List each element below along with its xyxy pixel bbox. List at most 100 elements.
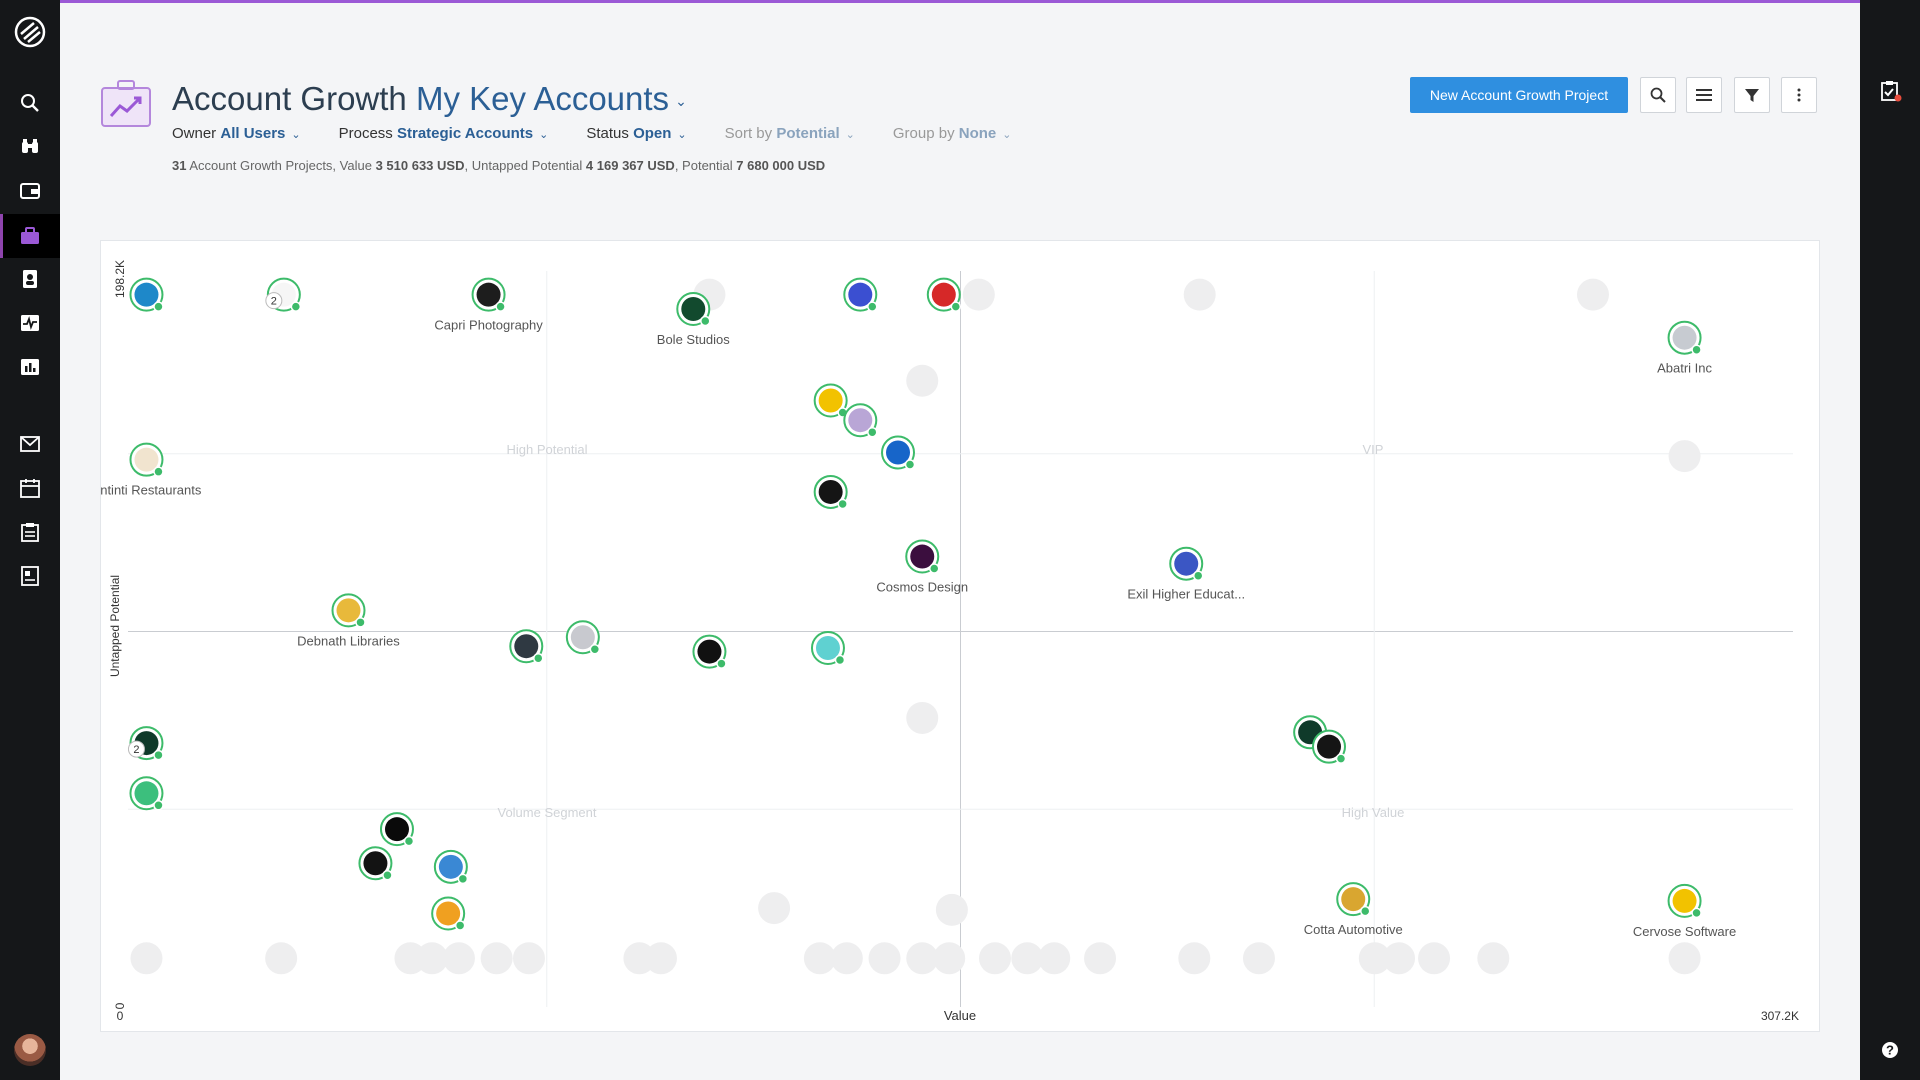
filter-label: Group by bbox=[892, 125, 955, 142]
status-dot bbox=[153, 301, 164, 312]
placeholder-point bbox=[978, 942, 1011, 975]
account-logo bbox=[134, 282, 159, 307]
search-icon[interactable] bbox=[18, 91, 42, 115]
account-point[interactable]: Capri Photography bbox=[434, 277, 543, 333]
account-points: 2 Capri Photography Bole Studios Abatri Inc… bbox=[92, 277, 1736, 939]
binoculars-icon[interactable] bbox=[18, 135, 42, 159]
placeholder-point bbox=[1038, 942, 1071, 975]
account-point[interactable] bbox=[813, 474, 848, 510]
account-label: Abatri Inc bbox=[1657, 361, 1712, 376]
x-axis-title: Value bbox=[944, 1008, 976, 1023]
account-point[interactable] bbox=[1311, 729, 1347, 764]
quadrant-label-high-potential: High Potential bbox=[507, 442, 588, 457]
account-point[interactable]: Cervose Software bbox=[1633, 883, 1736, 939]
account-point[interactable] bbox=[129, 776, 164, 811]
account-point[interactable] bbox=[843, 277, 878, 312]
quadrant-label-volume-segment: Volume Segment bbox=[497, 805, 596, 820]
scatter-chart: High Potential VIP Volume Segment High V… bbox=[92, 260, 1799, 1023]
status-dot bbox=[867, 301, 878, 312]
chevron-down-icon: ⌄ bbox=[677, 129, 687, 141]
logo-icon[interactable] bbox=[12, 14, 48, 50]
status-dot bbox=[533, 652, 544, 664]
account-point[interactable]: 2 bbox=[265, 277, 302, 312]
help-icon[interactable]: ? bbox=[1881, 1041, 1899, 1059]
filter-button[interactable] bbox=[1734, 77, 1770, 113]
placeholder-point bbox=[512, 942, 545, 975]
calendar-icon[interactable] bbox=[18, 476, 42, 500]
stack-count-badge bbox=[265, 292, 283, 310]
owner-filter[interactable]: Owner All Users ⌄ bbox=[172, 125, 301, 142]
status-dot bbox=[1691, 907, 1702, 919]
filter-label: Owner bbox=[172, 125, 217, 142]
status-dot bbox=[454, 920, 466, 931]
account-label: Cosmos Design bbox=[876, 580, 968, 595]
avatar[interactable] bbox=[14, 1034, 46, 1066]
tasks-icon[interactable] bbox=[18, 520, 42, 544]
summary-untapped: 4 169 367 USD bbox=[585, 158, 675, 173]
account-point[interactable]: Cosmos Design bbox=[876, 539, 968, 595]
account-logo bbox=[848, 282, 873, 307]
status-dot bbox=[950, 301, 962, 312]
list-view-button[interactable] bbox=[1686, 77, 1722, 113]
placeholder-point bbox=[758, 892, 791, 925]
account-point[interactable] bbox=[433, 849, 469, 885]
new-project-button[interactable]: New Account Growth Project bbox=[1410, 77, 1628, 113]
contacts-icon[interactable] bbox=[18, 267, 42, 291]
account-point[interactable] bbox=[843, 403, 878, 438]
account-point[interactable] bbox=[813, 383, 848, 418]
account-logo bbox=[438, 854, 463, 879]
summary-potential: 7 680 000 USD bbox=[736, 158, 826, 173]
account-point[interactable]: Abatri Inc bbox=[1657, 320, 1713, 376]
process-filter[interactable]: Process Strategic Accounts ⌄ bbox=[339, 125, 549, 142]
group-filter[interactable]: Group by None ⌄ bbox=[893, 125, 1012, 142]
more-options-button[interactable] bbox=[1781, 77, 1817, 113]
stack-count: 2 bbox=[133, 744, 139, 756]
account-point[interactable]: Exil Higher Educat... bbox=[1127, 546, 1245, 602]
placeholder-point bbox=[415, 942, 448, 975]
filter-label: Process bbox=[338, 125, 393, 142]
sort-filter[interactable]: Sort by Potential ⌄ bbox=[725, 125, 855, 142]
wallet-icon[interactable] bbox=[18, 179, 42, 203]
account-point[interactable] bbox=[358, 846, 393, 881]
status-filter[interactable]: Status Open ⌄ bbox=[586, 125, 686, 142]
mail-icon[interactable] bbox=[18, 432, 42, 456]
top-accent-bar bbox=[60, 0, 1860, 3]
summary-line: 31 Account Growth Projects, Value 3 510 … bbox=[172, 158, 825, 173]
account-point[interactable] bbox=[810, 631, 846, 666]
account-point[interactable]: Cotta Automotive bbox=[1304, 882, 1403, 937]
account-point[interactable] bbox=[431, 896, 466, 931]
placeholder-point bbox=[935, 893, 968, 926]
x-axis-min-label: 0 bbox=[117, 1009, 124, 1023]
status-dot bbox=[1192, 570, 1204, 581]
account-point[interactable] bbox=[692, 634, 727, 669]
search-button[interactable] bbox=[1640, 77, 1676, 113]
account-point[interactable]: Antinti Restaurants bbox=[92, 442, 202, 498]
account-logo bbox=[436, 901, 461, 926]
account-point[interactable] bbox=[379, 812, 415, 847]
placeholder-point bbox=[1576, 278, 1609, 311]
placeholder-point bbox=[1242, 942, 1275, 975]
reports-icon[interactable] bbox=[18, 355, 42, 379]
account-point[interactable] bbox=[565, 620, 601, 655]
status-dot bbox=[904, 459, 916, 470]
filter-label: Sort by bbox=[724, 125, 773, 142]
account-point[interactable]: 2 bbox=[127, 726, 164, 761]
placeholder-point bbox=[1011, 942, 1044, 975]
account-label: Bole Studios bbox=[657, 332, 730, 347]
list-icon bbox=[1696, 89, 1712, 101]
account-point[interactable]: Bole Studios bbox=[657, 292, 730, 347]
checklist-alert-icon[interactable] bbox=[1880, 80, 1902, 102]
status-dot bbox=[153, 749, 164, 761]
more-icon bbox=[1797, 88, 1801, 102]
status-dot bbox=[700, 315, 711, 327]
account-point[interactable]: Debnath Libraries bbox=[297, 593, 400, 648]
briefcase-icon[interactable] bbox=[0, 214, 60, 258]
chart-grid bbox=[128, 271, 1793, 1007]
account-point[interactable] bbox=[129, 277, 164, 312]
forms-icon[interactable] bbox=[18, 564, 42, 588]
account-point[interactable] bbox=[509, 629, 544, 664]
account-point[interactable] bbox=[926, 277, 962, 312]
activity-icon[interactable] bbox=[18, 311, 42, 335]
account-point[interactable] bbox=[881, 435, 916, 470]
view-selector[interactable]: My Key Accounts ⌄ bbox=[416, 80, 687, 117]
